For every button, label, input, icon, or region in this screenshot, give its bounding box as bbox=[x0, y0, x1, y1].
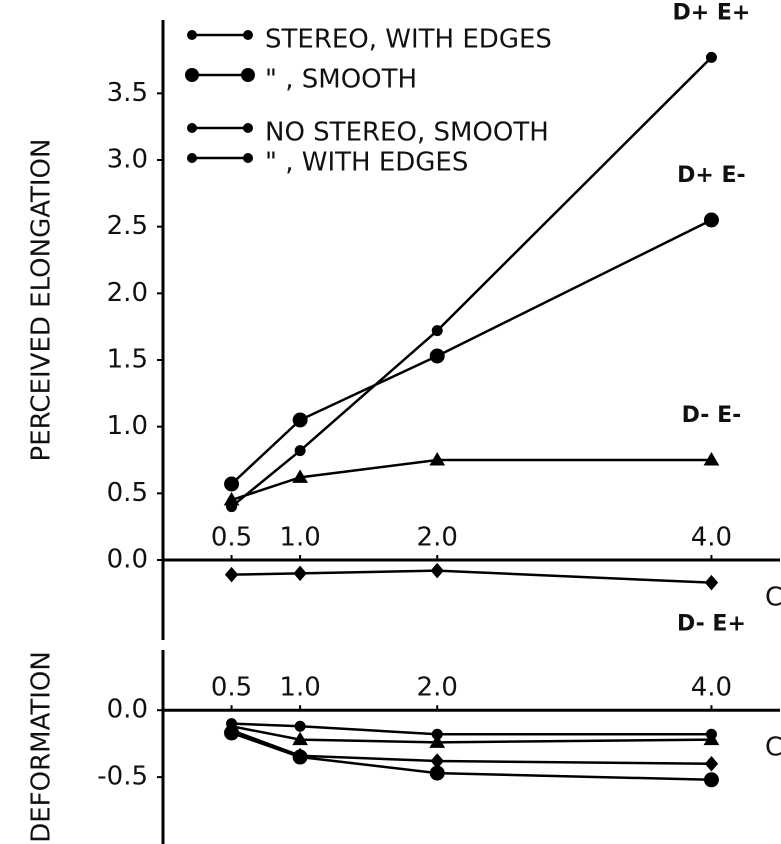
series-line bbox=[231, 731, 712, 782]
legend-marker bbox=[243, 30, 253, 40]
x-tick-label: 4.0 bbox=[691, 673, 732, 703]
marker bbox=[431, 325, 443, 337]
legend-marker bbox=[241, 68, 255, 82]
x-tick-label: 0.5 bbox=[211, 673, 252, 703]
series-line bbox=[230, 56, 713, 508]
marker bbox=[224, 476, 240, 492]
marker bbox=[703, 452, 720, 466]
y-tick-label: 2.0 bbox=[107, 278, 148, 308]
y-tick-label: 0.0 bbox=[107, 545, 148, 575]
series-annotation: D+ E+ bbox=[673, 0, 751, 25]
legend-label: STEREO, WITH EDGES bbox=[265, 25, 552, 55]
marker bbox=[293, 747, 307, 764]
series-annotation: D- E- bbox=[682, 403, 742, 428]
marker bbox=[224, 566, 239, 583]
legend-marker bbox=[187, 153, 197, 163]
marker bbox=[430, 753, 444, 769]
marker bbox=[704, 755, 719, 772]
legend-label: NO STEREO, SMOOTH bbox=[265, 118, 549, 148]
series-annotation: D- E+ bbox=[677, 612, 746, 637]
x-axis-label: C bbox=[765, 733, 781, 763]
y-axis-label: PERCEIVED ELONGATION bbox=[27, 139, 57, 462]
marker bbox=[292, 469, 308, 483]
y-tick-label: 1.0 bbox=[107, 411, 148, 441]
y-tick-label: 0.0 bbox=[107, 695, 148, 725]
series-line bbox=[230, 218, 712, 485]
marker bbox=[224, 722, 239, 739]
y-axis-label: DEFORMATION bbox=[27, 651, 57, 843]
x-tick-label: 2.0 bbox=[417, 523, 458, 553]
series-line bbox=[231, 569, 712, 584]
marker bbox=[430, 562, 444, 579]
marker bbox=[703, 772, 719, 788]
marker bbox=[429, 452, 446, 466]
marker bbox=[704, 574, 719, 591]
y-tick-label: -0.5 bbox=[97, 762, 148, 792]
x-tick-label: 1.0 bbox=[279, 523, 320, 553]
y-tick-label: 3.0 bbox=[107, 145, 148, 175]
marker bbox=[292, 731, 308, 746]
series-line bbox=[231, 458, 712, 502]
x-tick-label: 0.5 bbox=[211, 523, 252, 553]
legend-marker bbox=[187, 30, 197, 40]
marker bbox=[429, 734, 446, 748]
y-tick-label: 2.5 bbox=[107, 211, 148, 241]
marker bbox=[294, 720, 306, 732]
marker bbox=[703, 212, 719, 228]
legend-marker bbox=[187, 123, 197, 133]
legend-marker bbox=[243, 123, 253, 133]
x-tick-label: 4.0 bbox=[691, 523, 732, 553]
series-line bbox=[231, 725, 712, 744]
y-tick-label: 1.5 bbox=[107, 345, 148, 375]
legend-marker bbox=[185, 68, 199, 82]
legend-label: " , WITH EDGES bbox=[265, 148, 468, 178]
series-line bbox=[231, 722, 712, 736]
legend-marker bbox=[243, 153, 253, 163]
legend-label: " , SMOOTH bbox=[265, 65, 417, 95]
x-axis-label: C bbox=[765, 583, 781, 613]
y-tick-label: 0.5 bbox=[107, 478, 148, 508]
marker bbox=[292, 412, 308, 428]
x-tick-label: 2.0 bbox=[417, 673, 458, 703]
marker bbox=[293, 565, 307, 582]
series-annotation: D+ E- bbox=[677, 163, 746, 188]
series-line bbox=[231, 729, 712, 765]
marker bbox=[223, 492, 240, 506]
marker bbox=[294, 445, 306, 457]
x-tick-label: 1.0 bbox=[279, 673, 320, 703]
marker bbox=[429, 348, 445, 364]
y-tick-label: 3.5 bbox=[107, 78, 148, 108]
marker bbox=[705, 51, 717, 63]
marker bbox=[703, 731, 720, 746]
